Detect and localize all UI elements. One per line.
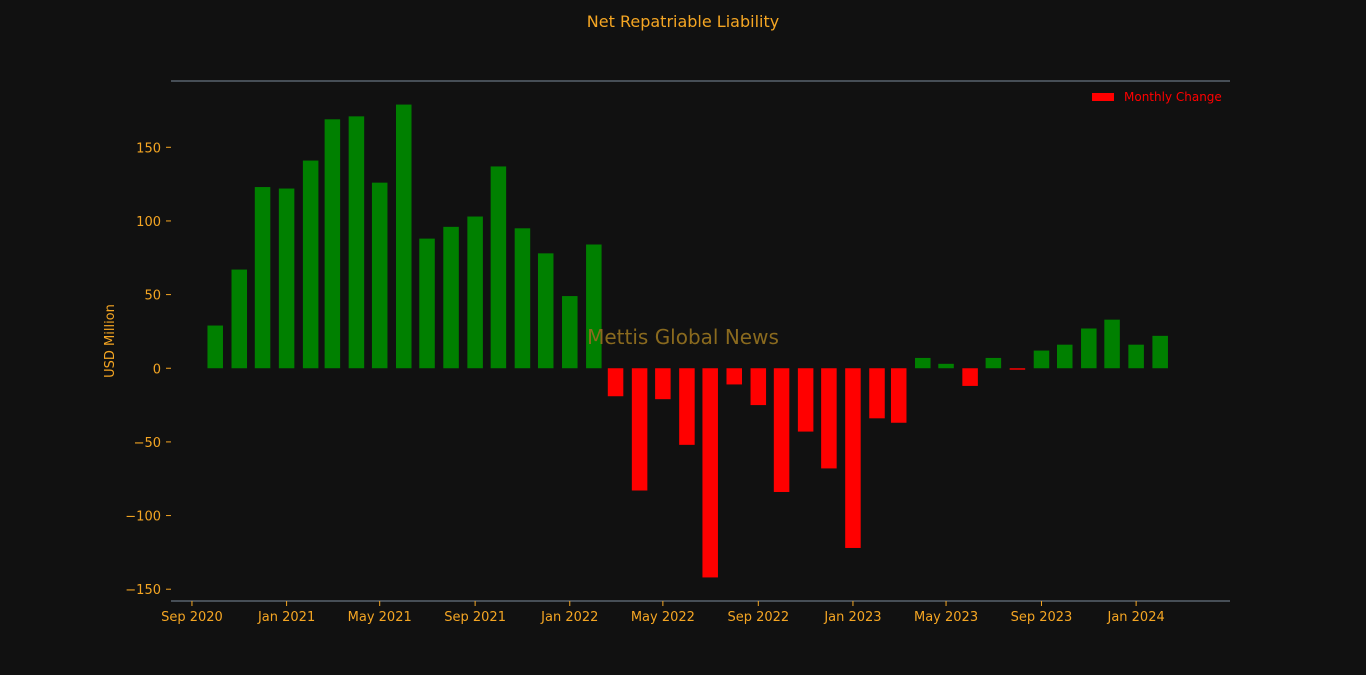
bar [562,296,578,369]
bar [679,368,695,445]
y-tick-label: −150 [125,583,161,598]
bar [1152,335,1168,369]
bar [631,368,648,491]
bar [467,216,483,369]
bar [1056,344,1073,369]
bar [821,368,837,469]
x-tick-label: Sep 2020 [161,610,223,625]
y-tick-label: 100 [136,215,161,230]
bar [1033,350,1050,369]
x-tick-label: Sep 2023 [1011,610,1073,625]
legend-label: Monthly Change [1124,90,1222,104]
bar [586,244,602,369]
bar [797,368,814,432]
bar [915,357,931,369]
bar [750,368,767,406]
bar [845,368,861,548]
y-tick-label: −50 [134,436,161,451]
x-tick-label: Jan 2021 [257,610,315,625]
bar [207,325,223,369]
bar [655,368,671,400]
legend: Monthly Change [1092,90,1222,104]
x-tick-label: May 2023 [914,610,978,625]
bar [490,166,507,369]
bars-group [207,104,1168,578]
x-tick-label: Sep 2021 [444,610,506,625]
bar [890,368,907,423]
bar [702,368,718,578]
x-tick-label: May 2021 [348,610,412,625]
bar [1009,368,1026,370]
bar [231,269,248,369]
x-tick-label: Sep 2022 [727,610,789,625]
y-tick-label: 150 [136,141,161,156]
bar [869,368,885,419]
bar [962,368,978,386]
bar [607,368,624,397]
x-tick-label: Jan 2023 [823,610,881,625]
bar [278,188,295,369]
y-axis-label: USD Million [103,304,118,378]
x-tick-label: Jan 2022 [540,610,598,625]
chart-title: Net Repatriable Liability [587,12,779,31]
y-tick-label: −100 [125,510,161,525]
bar [302,160,319,369]
y-tick-label: 50 [144,289,161,304]
legend-swatch [1092,93,1114,101]
bar [985,357,1002,369]
bar [537,253,554,369]
bar [514,228,531,369]
bar [1081,328,1097,369]
watermark-text: Mettis Global News [587,325,779,349]
bar [371,182,388,369]
bar [324,119,341,369]
bar [1104,319,1120,369]
bar [1128,344,1144,369]
x-axis-ticks: Sep 2020 Jan 2021 May 2021 Sep 2021 Jan 2022… [161,601,1165,625]
bar [419,238,435,369]
bar [254,187,271,369]
bar [443,226,459,369]
bar [726,368,743,385]
y-axis-ticks: −150 −100 −50 0 50 100 150 [125,141,171,598]
x-tick-label: May 2022 [631,610,695,625]
x-tick-label: Jan 2024 [1106,610,1164,625]
bar [773,368,790,492]
bar [348,116,365,369]
bar [938,363,954,369]
bar [395,104,412,369]
y-tick-label: 0 [153,362,161,377]
